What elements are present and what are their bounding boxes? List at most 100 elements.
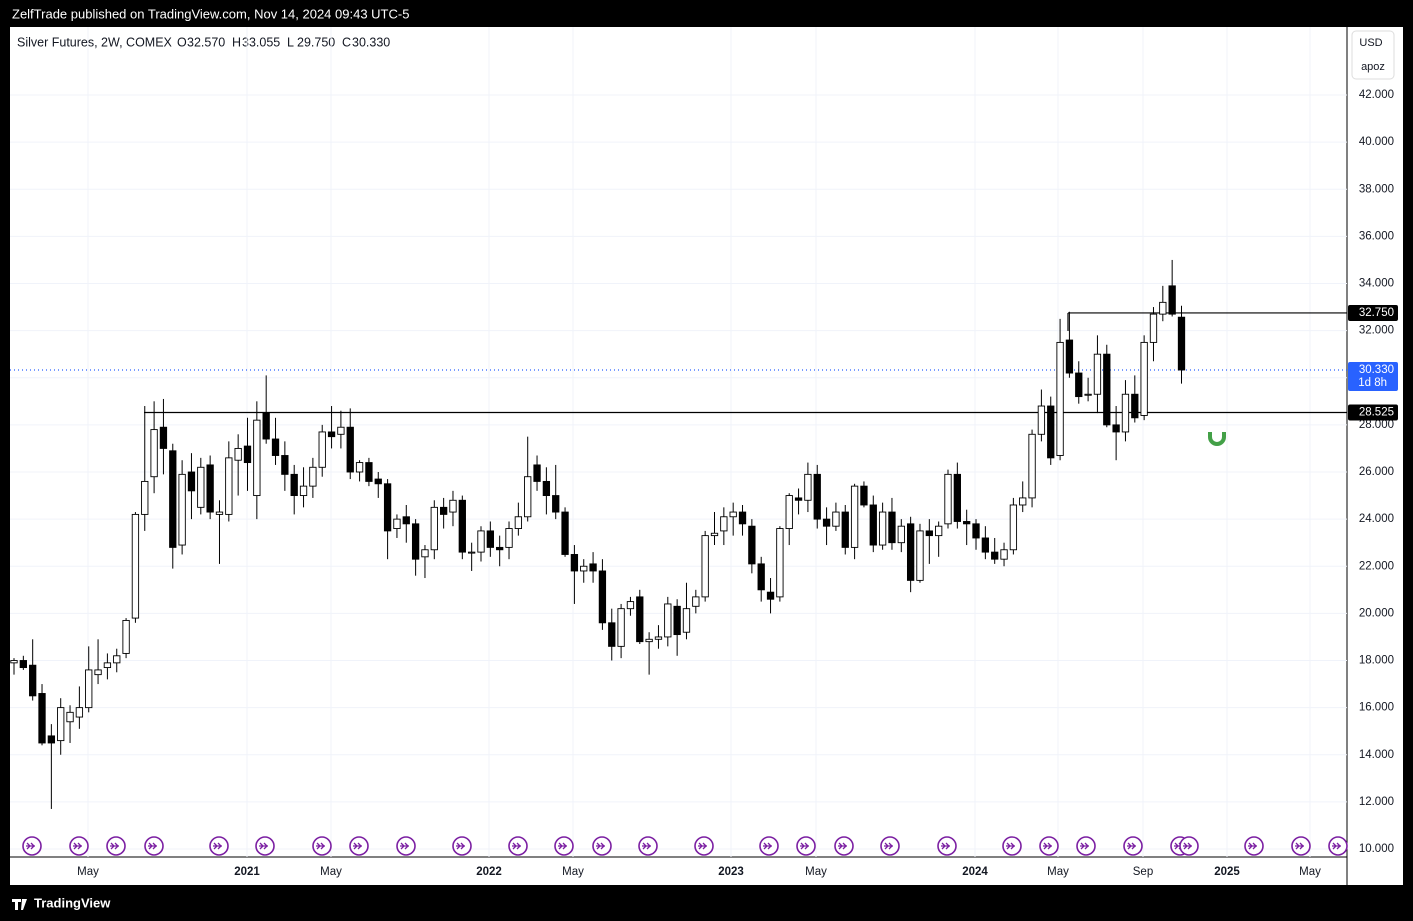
- event-icon-arrow: [1127, 842, 1136, 850]
- last-price-tag: [1348, 361, 1398, 391]
- candle-body: [1056, 341, 1064, 456]
- event-icon-arrow: [941, 842, 950, 850]
- toolbar[interactable]: [1351, 30, 1395, 80]
- candle-body: [1131, 393, 1139, 419]
- candle-body: [271, 438, 280, 456]
- candle-body: [1084, 393, 1092, 396]
- candle-body: [327, 431, 336, 438]
- candle-body: [1037, 405, 1046, 435]
- legend-value: 30.330: [352, 35, 390, 49]
- x-tick-label: May: [77, 866, 99, 878]
- candle-body: [869, 504, 877, 546]
- candle-body: [337, 426, 345, 435]
- chart-area: [10, 27, 1403, 885]
- candle-body: [486, 530, 494, 548]
- candle-body: [617, 608, 625, 647]
- candle-body: [430, 506, 438, 551]
- candle-body: [103, 662, 112, 669]
- candle-body: [636, 596, 644, 643]
- candle-body: [766, 591, 775, 600]
- x-tick-label: May: [1047, 866, 1069, 878]
- candle-body: [1009, 504, 1018, 551]
- candle-body: [29, 664, 37, 697]
- candle-body: [94, 669, 102, 676]
- candle-body: [608, 622, 616, 647]
- magnet-icon: [1208, 432, 1226, 446]
- event-icon-arrow: [73, 842, 82, 850]
- event-icon-arrow: [1248, 842, 1257, 850]
- candle-body: [169, 450, 177, 548]
- candle-body: [1000, 549, 1008, 560]
- candle-body: [113, 655, 121, 664]
- event-icon-arrow: [558, 842, 567, 850]
- countdown: 1d 8h: [1358, 377, 1387, 389]
- x-tick-label: 2025: [1214, 866, 1240, 878]
- event-icon-arrow: [596, 842, 605, 850]
- event-icon-arrow: [1006, 842, 1015, 850]
- y-tick-label: 10.000: [1359, 843, 1394, 855]
- currency[interactable]: USD: [1359, 37, 1382, 49]
- y-tick-label: 36.000: [1359, 230, 1394, 242]
- candle-body: [888, 511, 896, 544]
- y-tick-label: 34.000: [1359, 278, 1394, 290]
- candle-body: [710, 532, 719, 537]
- candle-body: [281, 455, 289, 475]
- candle-body: [906, 523, 915, 581]
- candle-body: [738, 511, 747, 525]
- legend-value: 29.750: [297, 35, 335, 49]
- candle-body: [692, 596, 700, 607]
- candle-body: [458, 499, 466, 553]
- candle-body: [468, 551, 476, 554]
- candle-body: [206, 464, 214, 513]
- x-tick-label: 2021: [234, 866, 260, 878]
- event-icon-arrow: [800, 842, 809, 850]
- event-icon-arrow: [456, 842, 465, 850]
- candle-body: [533, 464, 541, 482]
- event-icon-arrow: [512, 842, 521, 850]
- candle-body: [1047, 405, 1055, 459]
- candle-body: [645, 638, 653, 643]
- candle-body: [411, 523, 420, 560]
- x-tick-label: May: [1299, 866, 1321, 878]
- legend-key: O: [177, 35, 187, 49]
- y-tick-label: 42.000: [1359, 89, 1394, 101]
- y-tick-label: 14.000: [1359, 749, 1394, 761]
- candle-body: [234, 447, 242, 461]
- candle-body: [439, 506, 448, 515]
- x-tick-label: May: [320, 866, 342, 878]
- legend-value: 32.570: [187, 35, 225, 49]
- candle-body: [878, 511, 887, 546]
- candle-body: [253, 419, 261, 497]
- y-tick-label: 18.000: [1359, 655, 1394, 667]
- candle-body: [47, 735, 56, 744]
- chart-title: Silver Futures, 2W, COMEX: [17, 35, 173, 49]
- y-tick-label: 32.000: [1359, 325, 1394, 337]
- candle-body: [514, 516, 523, 529]
- candle-body: [505, 528, 513, 548]
- last-price-label: 30.330: [1359, 364, 1394, 376]
- candle-body: [963, 521, 971, 525]
- x-tick-label: May: [805, 866, 827, 878]
- candle-body: [243, 445, 252, 464]
- candle-body: [570, 554, 579, 572]
- user[interactable]: apoz: [1361, 61, 1385, 73]
- candle-body: [178, 473, 186, 546]
- candle-body: [365, 462, 373, 482]
- candle-body: [580, 565, 588, 572]
- event-icon-arrow: [1332, 842, 1341, 850]
- candle-body: [757, 563, 765, 591]
- candle-body: [57, 707, 65, 742]
- candle-body: [1159, 301, 1167, 315]
- candle-body: [75, 707, 84, 718]
- candle-body: [972, 523, 980, 539]
- legend-value: 33.055: [242, 35, 280, 49]
- candle-body: [374, 478, 382, 485]
- y-tick-label: 38.000: [1359, 183, 1394, 195]
- event-icon-arrow: [148, 842, 157, 850]
- ohlc-legend: O 32.570 H 33.055 L 29.750 C 30.330: [177, 35, 390, 49]
- legend-key: C: [342, 35, 351, 49]
- event-icon-arrow: [642, 842, 651, 850]
- candle-body: [85, 669, 93, 709]
- candle-body: [860, 485, 868, 506]
- event-icon-arrow: [259, 842, 268, 850]
